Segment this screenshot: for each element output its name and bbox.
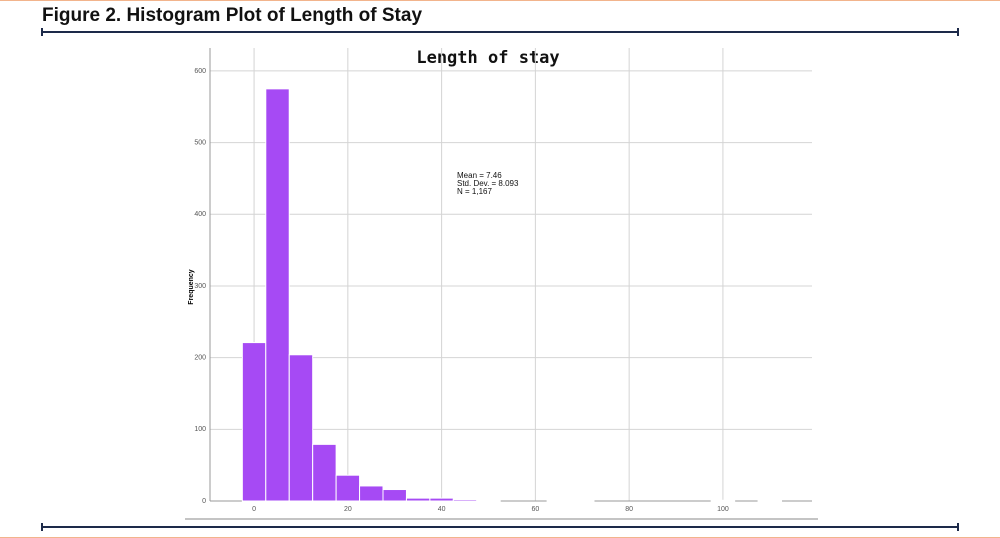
bar — [710, 499, 736, 502]
x-tick-label: 80 — [625, 506, 633, 513]
figure-title: Figure 2. Histogram Plot of Length of St… — [42, 5, 422, 26]
bar — [452, 499, 478, 502]
bar — [359, 485, 384, 502]
y-tick-label: 600 — [194, 68, 206, 75]
y-tick-label: 500 — [194, 139, 206, 146]
bar — [241, 342, 267, 502]
bar — [476, 499, 501, 502]
y-tick-label: 200 — [194, 354, 206, 361]
bar — [312, 443, 337, 502]
bar — [570, 499, 595, 502]
x-tick-label: 60 — [531, 506, 539, 513]
bar — [757, 499, 783, 502]
plot: 0 100 200 300 400 500 600 0 20 40 60 80 100 Mean = 7.… — [194, 48, 812, 513]
annotation: Mean = 7.46 — [457, 171, 502, 180]
bar — [265, 88, 290, 502]
y-tick-label: 100 — [194, 426, 206, 433]
rule-bottom — [41, 523, 959, 531]
x-tick-label: 40 — [438, 506, 446, 513]
annotation: N = 1,167 — [457, 187, 492, 196]
x-tick-label: 20 — [344, 506, 352, 513]
y-axis-label: Frequency — [188, 269, 195, 305]
x-tick-label: 100 — [717, 506, 729, 513]
rule-top — [41, 28, 959, 36]
y-tick-label: 0 — [202, 498, 206, 505]
annotation: Std. Dev. = 8.093 — [457, 179, 519, 188]
bar — [546, 499, 572, 502]
bar — [288, 354, 314, 502]
bar — [335, 474, 361, 502]
x-tick-label: 0 — [252, 506, 256, 513]
bar — [382, 489, 407, 502]
y-tick-label: 300 — [194, 283, 206, 290]
y-tick-label: 400 — [194, 211, 206, 218]
chart-title: Length of stay — [416, 48, 559, 68]
bar — [405, 497, 431, 502]
bar — [429, 497, 454, 502]
